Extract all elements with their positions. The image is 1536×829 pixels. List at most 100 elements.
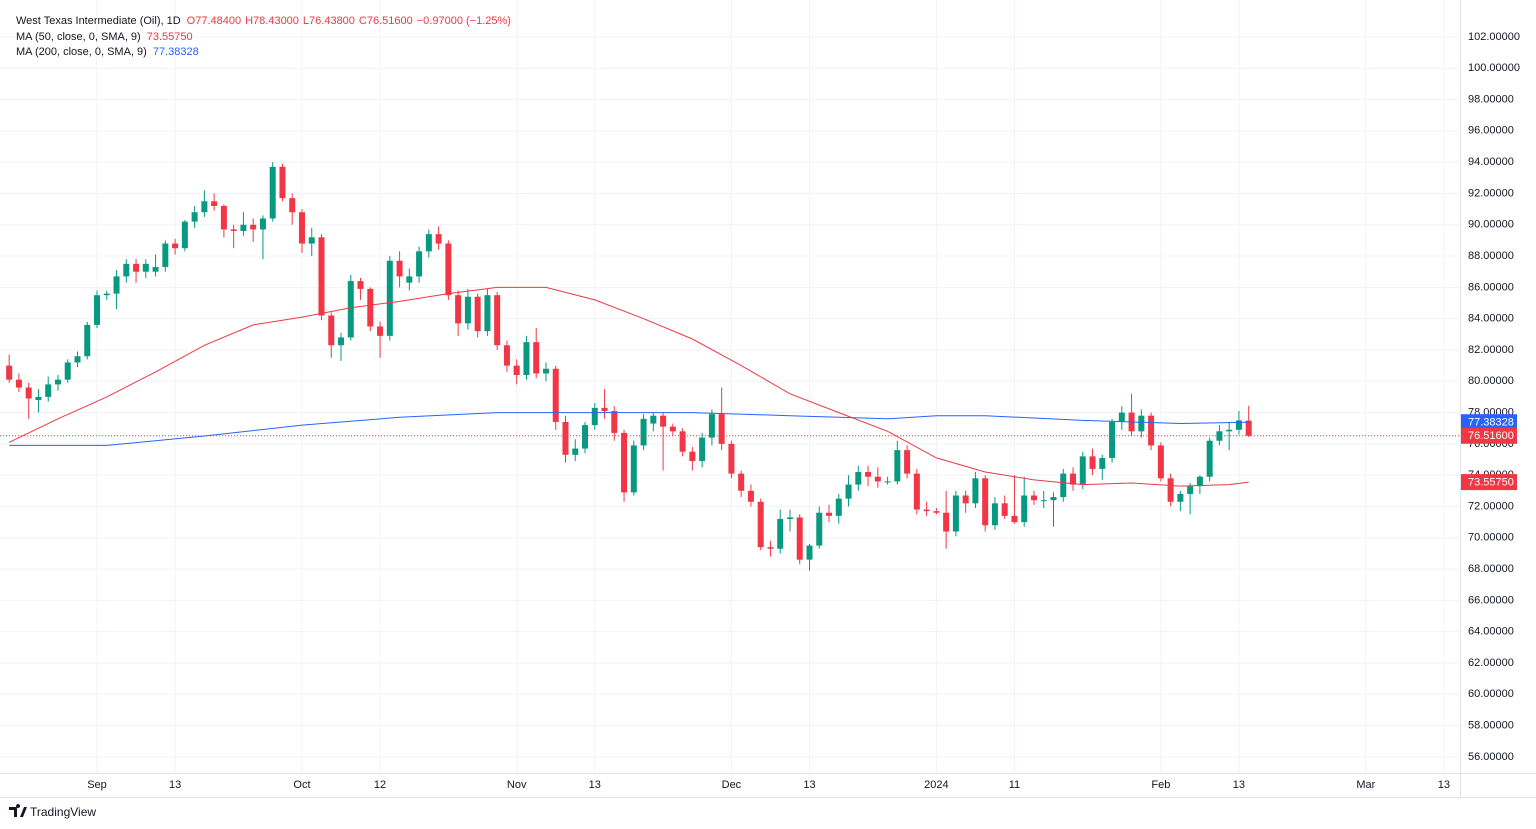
candle-body — [738, 473, 745, 491]
y-tick-label: 60.00000 — [1468, 688, 1514, 700]
x-tick-label: Oct — [293, 779, 310, 791]
candle-body — [913, 473, 920, 510]
candle-body — [1206, 440, 1213, 477]
candle-body — [279, 166, 286, 199]
y-tick-label: 102.00000 — [1468, 31, 1520, 43]
candle-body — [923, 509, 930, 512]
candle-body — [494, 295, 501, 346]
candle-body — [1216, 431, 1223, 441]
candle-body — [103, 293, 110, 296]
candle-body — [328, 315, 335, 346]
candle-body — [1001, 503, 1008, 516]
candle-body — [503, 345, 510, 366]
candle-body — [152, 267, 159, 272]
candle-body — [933, 511, 940, 513]
legend-name: MA (200, close, 0, SMA, 9) — [16, 46, 147, 58]
candle-body — [699, 437, 706, 462]
candle-body — [220, 205, 227, 230]
grid — [0, 0, 1460, 773]
candle-body — [835, 498, 842, 516]
candle-body — [35, 396, 42, 401]
y-tick-label: 58.00000 — [1468, 719, 1514, 731]
axes: 56.00000 58.00000 60.00000 62.00000 64.00000… — [87, 31, 1520, 791]
candle-body — [142, 263, 149, 272]
y-tick-label: 62.00000 — [1468, 657, 1514, 669]
candle-body — [991, 503, 998, 526]
candle-body — [679, 431, 686, 452]
candle-body — [6, 365, 13, 380]
brand-name: TradingView — [30, 805, 96, 819]
y-tick-label: 92.00000 — [1468, 187, 1514, 199]
candle-body — [84, 324, 91, 357]
candle-body — [172, 243, 179, 249]
price-tag-label: 77.38328 — [1468, 417, 1514, 429]
y-tick-label: 84.00000 — [1468, 313, 1514, 325]
candle-body — [786, 517, 793, 519]
ohlc-label: H78.43000 — [245, 15, 299, 27]
y-tick-label: 98.00000 — [1468, 93, 1514, 105]
candle-body — [269, 166, 276, 219]
x-tick-label: 13 — [1438, 779, 1450, 791]
candle-body — [386, 260, 393, 336]
candle-body — [1148, 415, 1155, 446]
x-tick-label: 11 — [1009, 779, 1020, 791]
candle-body — [542, 368, 549, 374]
y-tick-label: 86.00000 — [1468, 281, 1514, 293]
x-tick-label: Feb — [1151, 779, 1170, 791]
y-tick-label: 96.00000 — [1468, 125, 1514, 137]
candle-body — [64, 362, 71, 380]
candle-body — [1196, 476, 1203, 487]
candle-body — [425, 234, 432, 252]
candle-body — [972, 478, 979, 504]
candle-body — [533, 342, 540, 374]
candle-body — [1167, 478, 1174, 502]
candle-body — [211, 201, 218, 206]
candle-body — [630, 445, 637, 493]
candle-body — [1118, 412, 1125, 422]
legend-value: 77.38328 — [153, 46, 199, 58]
y-tick-label: 100.00000 — [1468, 62, 1520, 74]
candle-body — [240, 224, 247, 232]
candle-body — [201, 201, 208, 213]
candle-body — [191, 212, 198, 222]
x-tick-label: Sep — [87, 779, 107, 791]
candle-body — [1109, 421, 1116, 458]
candle-body — [377, 326, 384, 336]
candle-body — [865, 472, 872, 477]
candle-body — [474, 296, 481, 332]
x-tick-label: Dec — [722, 779, 742, 791]
ohlc-label: O77.48400 — [187, 15, 241, 27]
candle-body — [455, 295, 462, 324]
candle-body — [1040, 500, 1047, 502]
x-tick-label: Nov — [507, 779, 527, 791]
y-tick-label: 70.00000 — [1468, 532, 1514, 544]
candle-body — [591, 407, 598, 426]
candle-body — [1030, 495, 1037, 501]
candle-body — [298, 212, 305, 244]
ma-line — [8, 286, 1249, 487]
candle-body — [582, 425, 589, 449]
candle-body — [747, 490, 754, 502]
candle-body — [318, 237, 325, 316]
price-tag-label: 76.51600 — [1468, 430, 1514, 442]
candle-body — [943, 512, 950, 532]
candle-body — [689, 451, 696, 462]
ohlc-label: −0.97000 (−1.25%) — [417, 15, 511, 27]
candle-body — [660, 415, 667, 427]
candle-body — [357, 281, 364, 289]
x-tick-label: 13 — [169, 779, 181, 791]
y-tick-label: 80.00000 — [1468, 375, 1514, 387]
x-tick-label: 2024 — [924, 779, 948, 791]
y-tick-label: 56.00000 — [1468, 751, 1514, 763]
candle-body — [728, 443, 735, 474]
candle-body — [338, 337, 345, 346]
price-tag — [1461, 414, 1517, 431]
candle-body — [952, 495, 959, 532]
candle-body — [259, 218, 266, 230]
candle-body — [1079, 456, 1086, 485]
candle-body — [767, 547, 774, 549]
candle-body — [845, 484, 852, 499]
y-tick-label: 68.00000 — [1468, 563, 1514, 575]
candle-body — [816, 512, 823, 546]
candle-body — [54, 379, 61, 385]
